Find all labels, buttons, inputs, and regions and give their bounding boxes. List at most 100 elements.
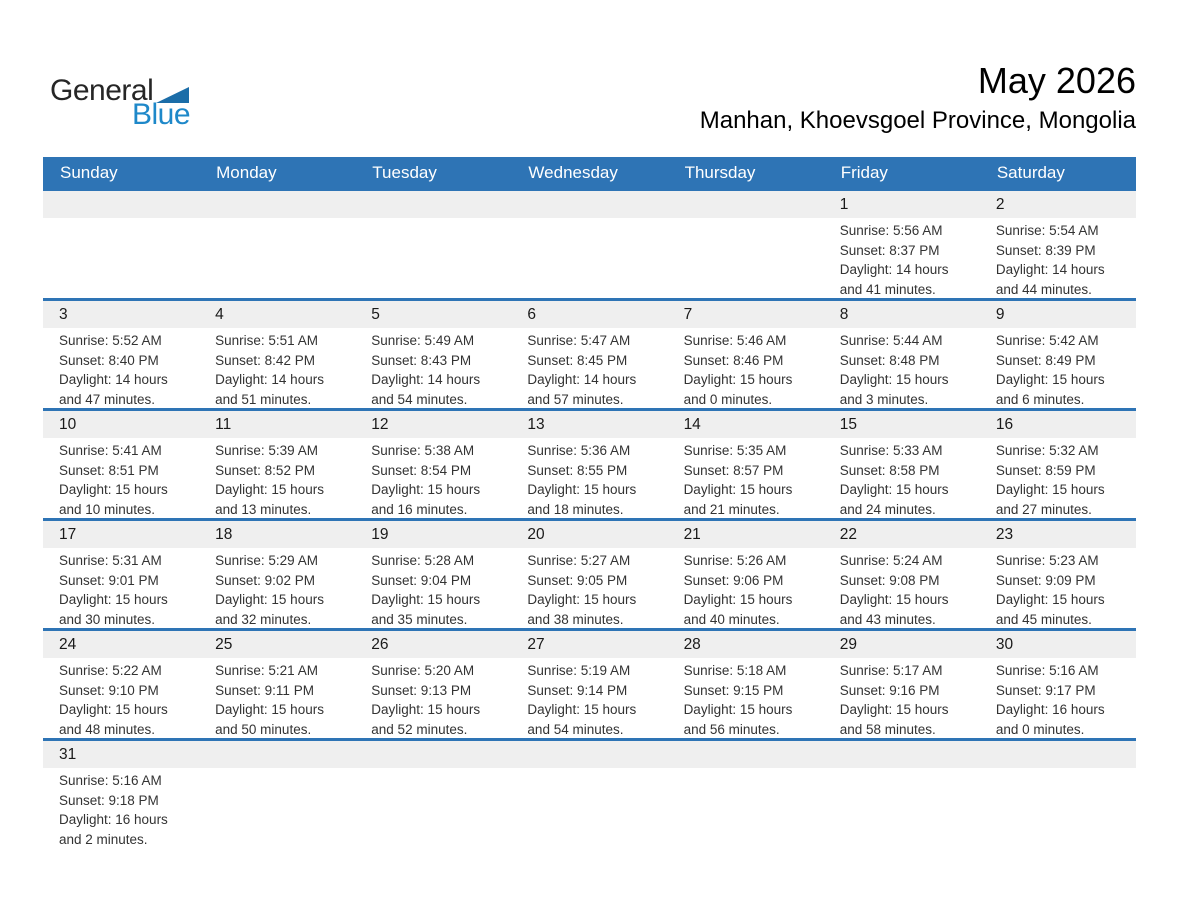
day-details: Sunrise: 5:16 AM Sunset: 9:18 PM Daylight:… [43,768,199,849]
day-number: 14 [667,411,824,438]
daylight-text: Daylight: 15 hours and 43 minutes. [839,592,949,627]
weekday-header-wednesday: Wednesday [528,163,618,182]
sunrise-text: Sunrise: 5:29 AM [215,553,318,568]
day-number: 25 [199,631,356,658]
sunrise-text: Sunrise: 5:17 AM [839,663,943,678]
sunset-text: Sunset: 9:13 PM [371,682,472,698]
day-cell: 22 Sunrise: 5:24 AM Sunset: 9:08 PM Dayligh… [823,521,980,628]
sunrise-text: Sunrise: 5:23 AM [995,553,1099,568]
day-number [979,741,1136,768]
day-number: 19 [355,521,512,548]
day-number [43,191,200,218]
daylight-text: Daylight: 15 hours and 6 minutes. [995,372,1105,407]
sunset-text: Sunset: 8:49 PM [995,352,1096,368]
day-details: Sunrise: 5:18 AM Sunset: 9:15 PM Daylight:… [668,658,824,738]
day-number [355,741,512,768]
sunrise-text: Sunrise: 5:22 AM [59,663,162,678]
sunrise-text: Sunrise: 5:46 AM [683,333,787,348]
sunrise-text: Sunrise: 5:44 AM [839,333,943,348]
day-details: Sunrise: 5:32 AM Sunset: 8:59 PM Daylight:… [980,438,1136,518]
day-number: 6 [511,301,668,328]
day-number: 17 [43,521,200,548]
day-cell: 27 Sunrise: 5:19 AM Sunset: 9:14 PM Dayligh… [511,631,668,738]
day-details: Sunrise: 5:52 AM Sunset: 8:40 PM Daylight:… [43,328,199,408]
day-number [667,741,824,768]
day-cell: 30 Sunrise: 5:16 AM Sunset: 9:17 PM Dayligh… [979,631,1136,738]
weekday-header-thursday: Thursday [684,163,756,182]
sunrise-text: Sunrise: 5:52 AM [59,333,162,348]
day-cell: 5 Sunrise: 5:49 AM Sunset: 8:43 PM Daylight… [355,301,512,408]
day-cell: 21 Sunrise: 5:26 AM Sunset: 9:06 PM Dayligh… [667,521,824,628]
week-row: 17 Sunrise: 5:31 AM Sunset: 9:01 PM Dayligh… [43,518,1136,628]
daylight-text: Daylight: 15 hours and 48 minutes. [59,702,168,737]
day-number: 13 [511,411,668,438]
week-row: 31 Sunrise: 5:16 AM Sunset: 9:18 PM Dayligh… [43,738,1136,858]
day-cell: 10 Sunrise: 5:41 AM Sunset: 8:51 PM Dayligh… [43,411,200,518]
daylight-text: Daylight: 15 hours and 27 minutes. [995,482,1105,517]
sunset-text: Sunset: 8:40 PM [59,352,159,368]
sunset-text: Sunset: 8:43 PM [371,352,472,368]
sunrise-text: Sunrise: 5:49 AM [371,333,475,348]
day-cell: 18 Sunrise: 5:29 AM Sunset: 9:02 PM Dayligh… [199,521,356,628]
day-number: 8 [823,301,980,328]
empty-day-cell [511,191,668,298]
day-details: Sunrise: 5:21 AM Sunset: 9:11 PM Daylight:… [199,658,355,738]
title-block: May 2026 Manhan, Khoevsgoel Province, Mo… [700,58,1136,138]
day-details: Sunrise: 5:56 AM Sunset: 8:37 PM Daylight:… [824,218,980,298]
sunrise-text: Sunrise: 5:21 AM [215,663,318,678]
sunrise-text: Sunrise: 5:20 AM [371,663,475,678]
day-number: 23 [979,521,1136,548]
logo-word-blue: Blue [131,98,191,131]
empty-day-cell [667,741,824,858]
day-cell: 8 Sunrise: 5:44 AM Sunset: 8:48 PM Daylight… [823,301,980,408]
day-cell: 1 Sunrise: 5:56 AM Sunset: 8:37 PM Daylight… [823,191,980,298]
daylight-text: Daylight: 14 hours and 41 minutes. [839,262,949,297]
day-details: Sunrise: 5:36 AM Sunset: 8:55 PM Daylight:… [511,438,667,518]
sunrise-text: Sunrise: 5:28 AM [371,553,475,568]
day-cell: 16 Sunrise: 5:32 AM Sunset: 8:59 PM Dayligh… [979,411,1136,518]
daylight-text: Daylight: 15 hours and 21 minutes. [683,482,793,517]
day-number: 12 [355,411,512,438]
day-details: Sunrise: 5:26 AM Sunset: 9:06 PM Daylight:… [668,548,824,628]
weekday-header-row: Sunday Monday Tuesday Wednesday Thursday Frid… [43,157,1136,188]
sunset-text: Sunset: 8:45 PM [527,352,628,368]
empty-day-cell [667,191,824,298]
day-cell: 12 Sunrise: 5:38 AM Sunset: 8:54 PM Dayligh… [355,411,512,518]
weekday-header-saturday: Saturday [996,163,1065,182]
day-details: Sunrise: 5:51 AM Sunset: 8:42 PM Daylight:… [199,328,355,408]
day-number: 22 [823,521,980,548]
day-number [823,741,980,768]
day-details: Sunrise: 5:54 AM Sunset: 8:39 PM Daylight:… [980,218,1136,298]
sunset-text: Sunset: 8:57 PM [683,462,784,478]
day-cell: 23 Sunrise: 5:23 AM Sunset: 9:09 PM Dayligh… [979,521,1136,628]
day-number: 4 [199,301,356,328]
daylight-text: Daylight: 14 hours and 51 minutes. [215,372,324,407]
sunset-text: Sunset: 9:17 PM [995,682,1096,698]
daylight-text: Daylight: 15 hours and 35 minutes. [371,592,481,627]
logo-word-general: General [50,74,154,107]
sunrise-text: Sunrise: 5:24 AM [839,553,943,568]
sunrise-text: Sunrise: 5:41 AM [59,443,162,458]
general-blue-logo: General Blue [50,74,191,131]
day-details: Sunrise: 5:41 AM Sunset: 8:51 PM Daylight:… [43,438,199,518]
day-cell: 6 Sunrise: 5:47 AM Sunset: 8:45 PM Daylight… [511,301,668,408]
day-number: 15 [823,411,980,438]
day-cell: 4 Sunrise: 5:51 AM Sunset: 8:42 PM Daylight… [199,301,356,408]
sunrise-text: Sunrise: 5:47 AM [527,333,631,348]
sunset-text: Sunset: 8:46 PM [683,352,784,368]
week-row: 3 Sunrise: 5:52 AM Sunset: 8:40 PM Daylight… [43,298,1136,408]
sunset-text: Sunset: 8:59 PM [995,462,1096,478]
day-number: 29 [823,631,980,658]
day-details: Sunrise: 5:24 AM Sunset: 9:08 PM Daylight:… [824,548,980,628]
day-cell: 7 Sunrise: 5:46 AM Sunset: 8:46 PM Daylight… [667,301,824,408]
day-cell: 31 Sunrise: 5:16 AM Sunset: 9:18 PM Dayligh… [43,741,200,858]
day-cell: 25 Sunrise: 5:21 AM Sunset: 9:11 PM Dayligh… [199,631,356,738]
day-number: 16 [979,411,1136,438]
daylight-text: Daylight: 14 hours and 54 minutes. [371,372,481,407]
daylight-text: Daylight: 15 hours and 56 minutes. [683,702,793,737]
sunset-text: Sunset: 8:55 PM [527,462,628,478]
day-details: Sunrise: 5:47 AM Sunset: 8:45 PM Daylight:… [511,328,667,408]
day-number: 30 [979,631,1136,658]
day-details: Sunrise: 5:49 AM Sunset: 8:43 PM Daylight:… [355,328,511,408]
